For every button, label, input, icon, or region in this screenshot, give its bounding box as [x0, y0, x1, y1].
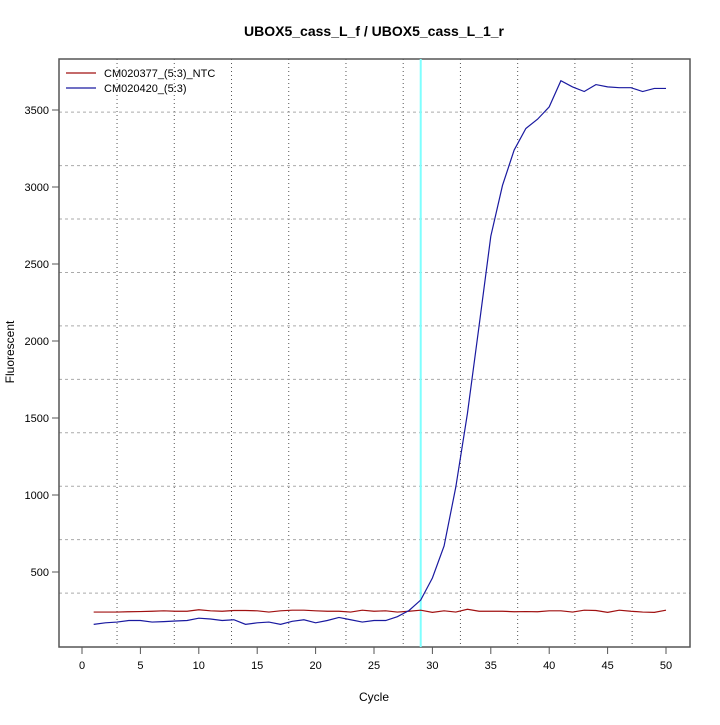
y-tick-label: 3000 — [25, 182, 49, 194]
y-tick-label: 2000 — [25, 336, 49, 348]
x-tick-label: 10 — [193, 660, 205, 672]
x-tick-label: 50 — [660, 660, 672, 672]
x-tick-label: 5 — [137, 660, 143, 672]
x-tick-label: 40 — [543, 660, 555, 672]
x-axis-label: Cycle — [359, 690, 389, 704]
y-tick-label: 2500 — [25, 259, 49, 271]
series-line-1 — [93, 608, 667, 613]
series-line-2 — [93, 79, 666, 625]
x-tick-label: 45 — [601, 660, 613, 672]
y-axis-label: Fluorescent — [3, 320, 17, 383]
y-tick-label: 3500 — [25, 105, 49, 117]
y-tick-label: 500 — [31, 567, 49, 579]
legend-label: CM020420_(5:3) — [104, 83, 187, 95]
y-tick-label: 1000 — [25, 490, 49, 502]
x-tick-label: 35 — [485, 660, 497, 672]
y-tick-label: 1500 — [25, 413, 49, 425]
x-tick-label: 25 — [368, 660, 380, 672]
x-tick-label: 0 — [79, 660, 85, 672]
x-tick-label: 20 — [309, 660, 321, 672]
plot-frame — [58, 58, 691, 648]
chart-title: UBOX5_cass_L_f / UBOX5_cass_L_1_r — [244, 23, 504, 39]
legend: CM020377_(5:3)_NTC CM020420_(5:3) — [66, 68, 215, 95]
legend-label: CM020377_(5:3)_NTC — [104, 68, 215, 80]
x-tick-label: 30 — [426, 660, 438, 672]
x-tick-label: 15 — [251, 660, 263, 672]
